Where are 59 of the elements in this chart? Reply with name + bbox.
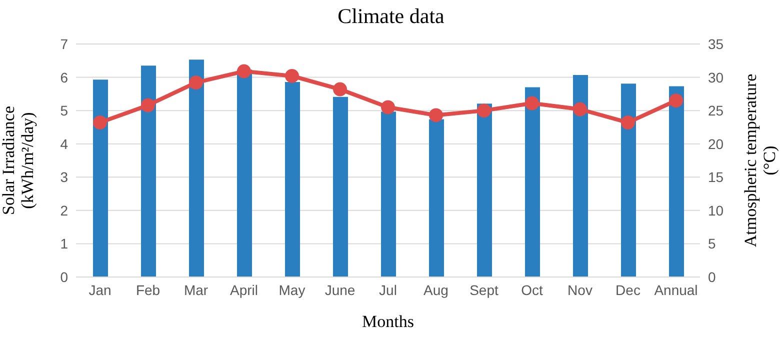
y2-tick-label: 35: [708, 36, 724, 52]
point: [93, 116, 107, 130]
point: [429, 108, 443, 122]
bar: [141, 66, 156, 277]
point: [573, 102, 587, 116]
bar: [573, 74, 588, 277]
y-tick-label: 0: [60, 268, 68, 285]
bar: [237, 70, 252, 277]
bar: [477, 104, 492, 277]
x-tick-label: Sept: [470, 282, 499, 298]
point: [621, 116, 635, 130]
y2-axis-title: Atmospheric temperature (°C): [741, 74, 779, 248]
y-tick-label: 6: [60, 69, 68, 86]
bar: [429, 119, 444, 277]
x-tick-label: Jul: [379, 282, 397, 298]
x-tick-label: Dec: [616, 282, 640, 298]
point: [669, 94, 683, 108]
x-tick-label: Nov: [568, 282, 592, 298]
y2-tick-label: 0: [708, 268, 716, 285]
x-tick-label: April: [230, 282, 258, 298]
x-tick-label: Annual: [654, 282, 698, 298]
bar: [285, 82, 300, 277]
point: [237, 64, 251, 78]
bar: [669, 86, 684, 277]
y-tick-label: 2: [60, 202, 68, 218]
bar: [525, 87, 540, 277]
point: [525, 96, 539, 110]
y2-tick-label: 5: [708, 236, 716, 252]
x-tick-label: Jan: [88, 282, 112, 298]
y2-tick-label: 15: [708, 169, 724, 186]
x-tick-label: Oct: [521, 282, 543, 298]
point: [333, 82, 347, 96]
bar: [381, 112, 396, 277]
x-tick-label: Aug: [424, 282, 448, 298]
point: [477, 104, 491, 118]
point: [141, 98, 155, 112]
point: [285, 68, 299, 83]
x-tick-label: June: [324, 282, 356, 298]
y-tick-label: 1: [60, 236, 68, 252]
bar: [621, 84, 636, 277]
y2-tick-label: 10: [708, 202, 724, 218]
x-tick-label: Mar: [184, 282, 208, 298]
x-axis-title: Months: [362, 312, 414, 331]
x-tick-label: May: [278, 282, 306, 298]
chart-title: Climate data: [336, 4, 446, 29]
y2-tick-label: 25: [708, 102, 724, 119]
y2-tick-label: 20: [708, 136, 724, 152]
bar: [189, 60, 204, 277]
bar: [93, 80, 108, 277]
y-tick-label: 3: [60, 169, 68, 186]
y-tick-label: 4: [60, 136, 68, 152]
y2-tick-label: 30: [708, 69, 724, 86]
bar: [333, 96, 348, 277]
point: [189, 76, 203, 90]
y-axis-title: Solar Irradiance (kWh/m²/day): [0, 106, 37, 216]
y-tick-label: 7: [60, 36, 68, 52]
y-tick-label: 5: [60, 102, 68, 119]
point: [381, 100, 395, 114]
x-tick-label: Feb: [136, 282, 160, 298]
